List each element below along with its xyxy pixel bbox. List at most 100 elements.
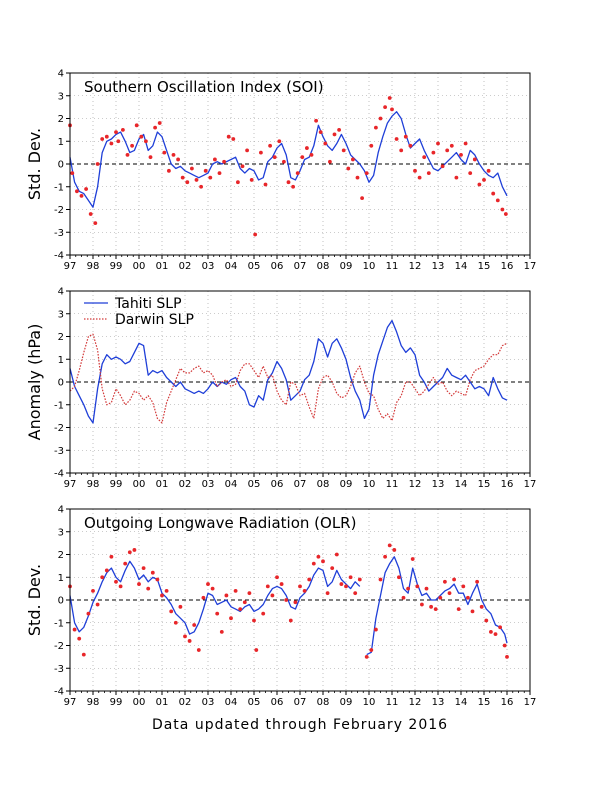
- soi-data-point: [422, 155, 427, 160]
- soi-y-tick-label: 2: [58, 114, 64, 125]
- soi-data-point: [226, 134, 231, 139]
- soi-data-point: [314, 118, 318, 123]
- olr-data-point: [284, 598, 289, 602]
- soi-x-tick-label: 02: [179, 261, 192, 272]
- olr-data-point: [334, 552, 339, 557]
- slp-x-tick-label: 04: [225, 479, 238, 490]
- olr-data-point: [86, 611, 91, 616]
- soi-data-point: [157, 121, 162, 125]
- soi-data-point: [426, 171, 431, 175]
- olr-data-point: [265, 584, 270, 589]
- soi-data-point: [408, 143, 413, 148]
- olr-data-point: [81, 652, 86, 657]
- olr-data-point: [192, 623, 197, 627]
- olr-y-tick-label: -1: [54, 618, 64, 629]
- olr-data-point: [293, 600, 298, 605]
- olr-panel: 97 98 99 00 01 02 03 04 05 06 07 08 09 10 11 12 13 14 15 16…: [54, 505, 536, 709]
- soi-series-0-line: [69, 111, 508, 208]
- soi-data-point: [194, 178, 199, 182]
- soi-data-point: [240, 164, 245, 169]
- olr-data-point: [397, 575, 401, 580]
- olr-data-point: [456, 607, 461, 611]
- soi-data-point: [222, 159, 227, 164]
- olr-y-tick-label: -3: [54, 664, 64, 675]
- soi-data-point: [472, 157, 477, 162]
- legend-darwin-label: Darwin SLP: [115, 312, 194, 328]
- olr-data-point: [406, 586, 410, 591]
- olr-data-point: [316, 554, 321, 559]
- olr-data-point: [254, 648, 259, 652]
- soi-data-point: [249, 178, 254, 182]
- olr-data-point: [330, 566, 335, 571]
- soi-data-point: [318, 130, 323, 135]
- olr-x-tick-label: 99: [110, 697, 123, 708]
- olr-data-point: [127, 550, 132, 555]
- olr-x-tick-label: 97: [64, 697, 77, 708]
- slp-x-tick-label: 15: [478, 479, 491, 490]
- olr-data-point: [443, 579, 447, 584]
- olr-data-point: [95, 602, 100, 607]
- olr-data-point: [196, 648, 201, 652]
- slp-grid: [70, 291, 530, 473]
- soi-data-point: [295, 171, 300, 175]
- olr-data-point: [415, 584, 420, 589]
- olr-data-point: [447, 591, 452, 596]
- olr-data-point: [479, 604, 484, 609]
- slp-darwin-slp-line: [69, 333, 508, 424]
- olr-data-point: [344, 584, 348, 589]
- soi-data-point: [387, 96, 392, 100]
- soi-y-tick-label: 1: [58, 137, 64, 148]
- soi-data-point: [374, 125, 378, 130]
- soi-x-tick-label: 97: [64, 261, 77, 272]
- soi-x-tick-label: 06: [271, 261, 284, 272]
- olr-y-tick-label: 3: [58, 527, 64, 538]
- slp-y-tick-label: -1: [54, 400, 64, 411]
- olr-data-point: [146, 586, 151, 591]
- soi-data-point: [351, 157, 355, 162]
- slp-series: [69, 319, 508, 424]
- olr-data-point: [109, 554, 114, 559]
- soi-x-tick-label: 08: [317, 261, 330, 272]
- slp-x-axis: 97 98 99 00 01 02 03 04 05 06 07 08 09 10 11 12 13 14 15 16…: [64, 473, 536, 490]
- soi-data-point: [134, 123, 139, 128]
- soi-data-point: [104, 134, 109, 139]
- olr-data-point: [470, 609, 475, 614]
- soi-x-tick-label: 07: [294, 261, 307, 272]
- soi-x-tick-label: 13: [432, 261, 445, 272]
- olr-data-point: [369, 648, 374, 652]
- soi-x-tick-label: 01: [156, 261, 169, 272]
- olr-x-tick-label: 02: [179, 697, 192, 708]
- soi-data-point: [459, 153, 463, 157]
- soi-data-point: [253, 232, 258, 237]
- soi-data-point: [369, 143, 374, 148]
- soi-data-point: [383, 105, 387, 110]
- soi-data-point: [109, 141, 114, 146]
- olr-y-axis: -4 -3 -2 -1 0 1 2 3 4: [54, 505, 70, 698]
- soi-x-tick-label: 03: [202, 261, 215, 272]
- soi-data-point: [445, 148, 450, 153]
- slp-x-tick-label: 09: [340, 479, 353, 490]
- olr-x-tick-label: 14: [455, 697, 468, 708]
- olr-x-tick-label: 16: [501, 697, 514, 708]
- olr-data-point: [424, 586, 429, 591]
- olr-data-point: [210, 586, 215, 591]
- slp-x-tick-label: 06: [271, 479, 284, 490]
- soi-chart-title: Southern Oscillation Index (SOI): [84, 78, 324, 96]
- soi-data-point: [272, 155, 277, 160]
- soi-data-point: [162, 150, 167, 155]
- soi-data-point: [236, 180, 240, 185]
- slp-panel: 97 98 99 00 01 02 03 04 05 06 07 08 09 10 11 12 13 14 15 16…: [54, 287, 536, 491]
- soi-x-tick-label: 17: [524, 261, 537, 272]
- soi-data-point: [282, 159, 286, 164]
- olr-y-axis-label: Std. Dev.: [25, 564, 44, 636]
- soi-data-point: [268, 143, 272, 148]
- olr-x-tick-label: 11: [386, 697, 399, 708]
- soi-y-tick-label: -1: [54, 182, 64, 193]
- olr-data-point: [461, 584, 466, 589]
- soi-data-point: [171, 153, 176, 157]
- slp-tahiti-slp-line: [69, 319, 508, 424]
- olr-series: [68, 543, 509, 659]
- soi-x-tick-label: 16: [501, 261, 514, 272]
- soi-data-point: [486, 168, 491, 173]
- data-update-note: Data updated through February 2016: [151, 717, 449, 733]
